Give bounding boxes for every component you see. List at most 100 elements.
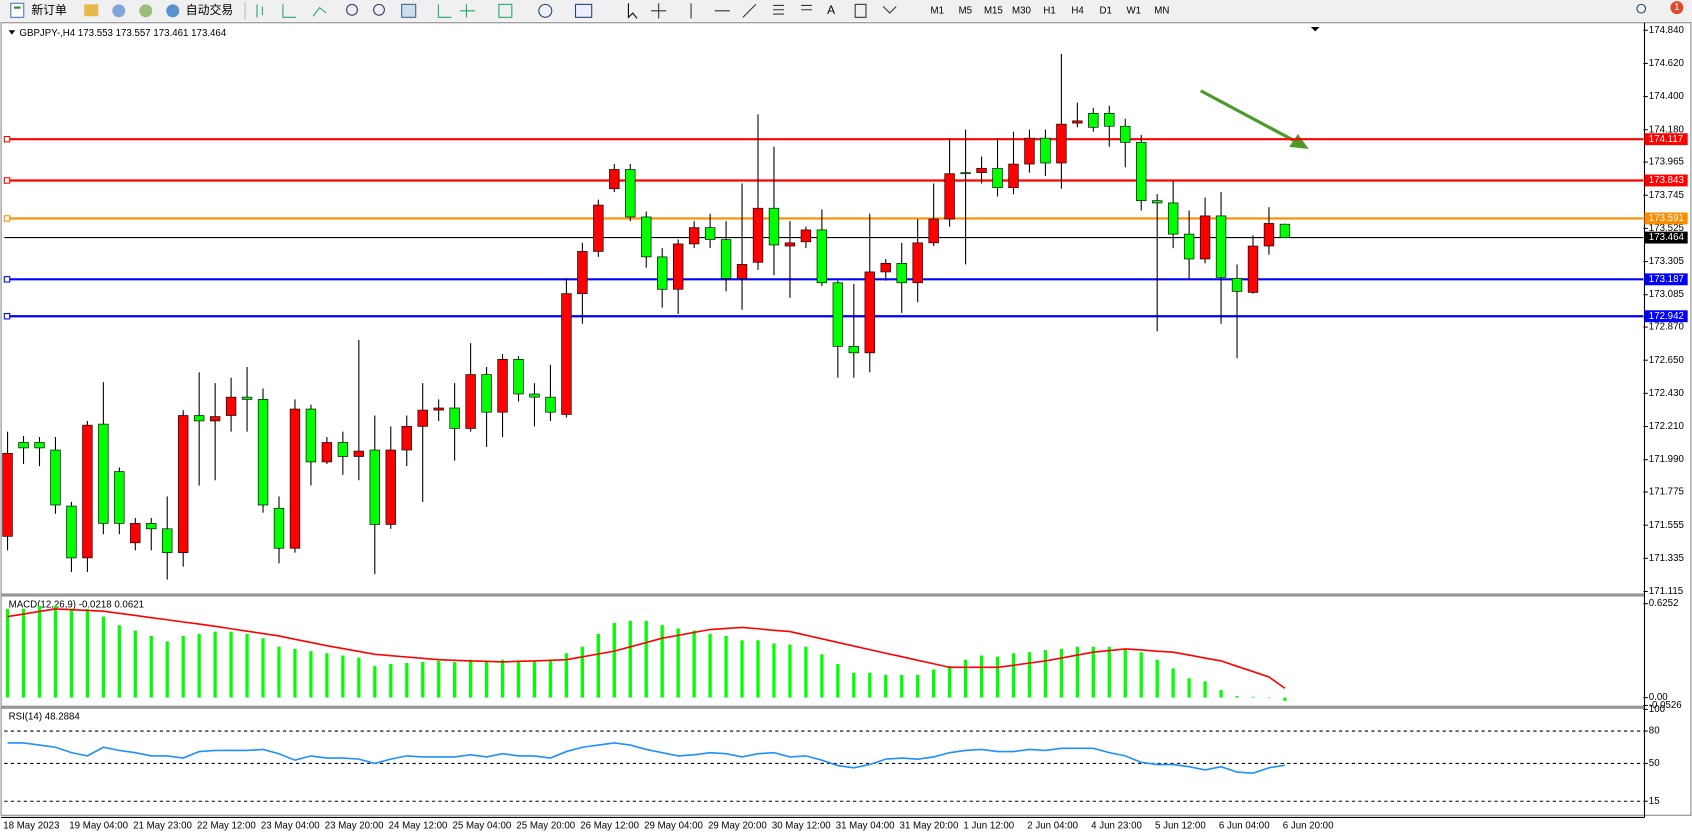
timeframe-button[interactable]: M5 — [959, 5, 972, 16]
macd-bar — [564, 653, 569, 698]
candle-body — [1152, 200, 1163, 204]
candle-body — [273, 507, 285, 549]
macd-bar — [421, 661, 425, 698]
candle-body — [1008, 163, 1019, 189]
x-tick-label: 22 May 12:00 — [197, 821, 256, 832]
macd-bar — [1059, 648, 1064, 698]
macd-bar — [405, 663, 409, 698]
macd-bar — [500, 659, 505, 698]
y-tick-label: 80 — [1649, 726, 1660, 737]
macd-bar — [213, 631, 217, 698]
label-tool[interactable] — [854, 3, 867, 18]
notifications[interactable]: 1 — [1670, 1, 1684, 15]
timeframe-button[interactable]: M30 — [1012, 5, 1031, 16]
candle-body — [1088, 112, 1099, 128]
candle-body — [1072, 120, 1083, 124]
arrows-tool[interactable] — [882, 6, 897, 14]
y-tick-label: 174.620 — [1649, 58, 1685, 69]
templates[interactable] — [574, 3, 593, 18]
zoom-out[interactable] — [373, 3, 385, 16]
y-tick-label: 171.775 — [1649, 487, 1684, 498]
y-tick-label: 173.085 — [1649, 289, 1684, 300]
candle-body — [241, 396, 253, 400]
candle-body — [1215, 215, 1227, 278]
periods[interactable] — [538, 3, 553, 18]
macd-bar — [21, 608, 26, 698]
macd-bar — [1139, 652, 1143, 698]
candle-body — [1120, 125, 1131, 143]
search[interactable] — [1636, 3, 1647, 14]
macd-bar — [1075, 646, 1079, 698]
drawing-tools[interactable] — [651, 3, 812, 19]
auto-trading-label: 自动交易 — [186, 3, 233, 17]
y-tick-label: 50 — [1649, 758, 1660, 769]
macd-bar — [1155, 659, 1159, 698]
macd-bar — [261, 638, 265, 698]
toolbar-bg — [0, 0, 1692, 22]
x-tick-label: 25 May 20:00 — [516, 821, 575, 832]
macd-header: MACD(12,26,9) -0.0218 0.0621 — [9, 599, 144, 610]
candle-body — [2, 453, 13, 537]
tile[interactable] — [401, 3, 417, 18]
new-order-label: 新订单 — [31, 3, 67, 17]
candle-body — [1056, 123, 1067, 164]
macd-bar — [453, 661, 457, 698]
macd-bar — [756, 640, 760, 698]
level-label: 174.117 — [1649, 134, 1683, 145]
macd-bar — [1267, 697, 1271, 699]
timeframe-button[interactable]: MN — [1154, 5, 1169, 16]
macd-bar — [820, 654, 824, 698]
macd-bar — [149, 635, 153, 698]
rsi-header: RSI(14) 48.2884 — [9, 712, 81, 723]
candle-body — [146, 523, 157, 530]
x-tick-label: 31 May 20:00 — [900, 821, 959, 832]
new-order-button[interactable]: 新订单 — [10, 2, 67, 18]
y-tick-label: 174.840 — [1649, 25, 1685, 36]
timeframe-button[interactable]: W1 — [1126, 5, 1141, 16]
level-label: 173.187 — [1649, 274, 1684, 285]
timeframe-button[interactable]: H1 — [1043, 5, 1055, 16]
macd-bar — [1043, 650, 1048, 698]
candle-body — [928, 218, 939, 244]
x-tick-label: 23 May 20:00 — [325, 821, 384, 832]
chart-type-icons[interactable] — [256, 4, 327, 18]
candle-body — [832, 282, 844, 347]
macd-bar — [1235, 696, 1239, 698]
y-tick-label: 173.745 — [1649, 190, 1684, 201]
text-tool[interactable]: A — [827, 3, 835, 17]
zoom-in[interactable] — [346, 3, 358, 16]
macd-bar — [229, 631, 233, 698]
candle-body — [752, 207, 764, 263]
candle-body — [864, 271, 875, 354]
icon[interactable] — [84, 4, 99, 17]
macd-bar — [676, 628, 680, 698]
candle-body — [1104, 112, 1115, 127]
candle-body — [768, 207, 780, 246]
timeframe-button[interactable]: H4 — [1071, 5, 1084, 16]
indicators[interactable] — [498, 3, 513, 18]
y-tick-label: 174.400 — [1649, 91, 1685, 102]
icon[interactable] — [139, 4, 153, 18]
scroll-icons[interactable] — [437, 4, 476, 18]
macd-bar — [165, 641, 169, 698]
macd-bar — [1123, 648, 1127, 698]
macd-bar — [788, 644, 792, 698]
macd-bar — [804, 646, 808, 698]
cursor-tool[interactable] — [627, 3, 638, 19]
auto-trading-button[interactable]: 自动交易 — [166, 3, 233, 18]
timeframe-button[interactable]: D1 — [1099, 5, 1111, 16]
candle-body — [816, 229, 828, 284]
macd-bar — [1027, 652, 1032, 698]
timeframe-button[interactable]: M15 — [984, 5, 1003, 16]
macd-bar — [85, 608, 90, 698]
candle-body — [82, 424, 93, 559]
candle-body — [1136, 142, 1147, 202]
annotation-arrow — [1199, 89, 1309, 150]
level-label-bg — [1644, 231, 1688, 244]
y-tick-label: 171.990 — [1649, 454, 1685, 465]
macd-bar — [884, 674, 888, 698]
timeframe-button[interactable]: M1 — [930, 5, 943, 16]
macd-bar — [612, 623, 616, 698]
icon[interactable] — [112, 4, 126, 18]
x-tick-label: 26 May 12:00 — [580, 821, 639, 832]
